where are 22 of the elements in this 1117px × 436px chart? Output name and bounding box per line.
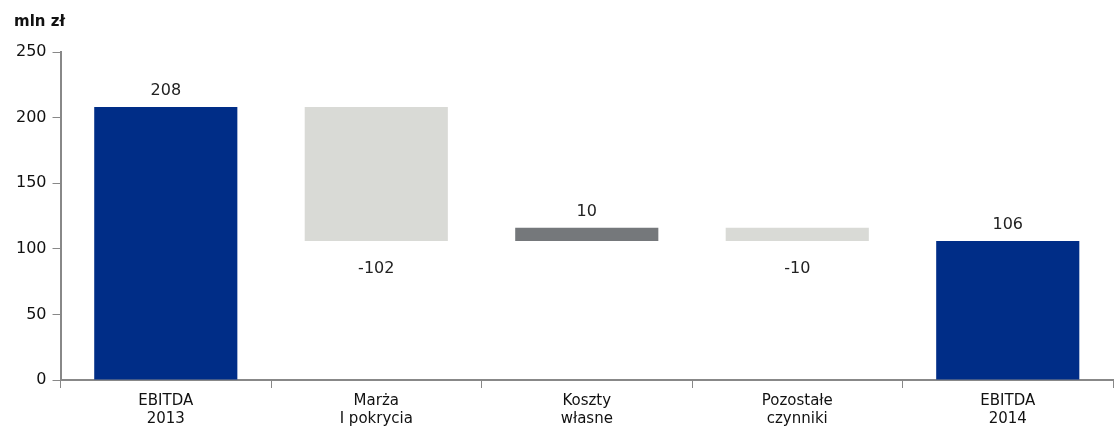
- data-label: 106: [992, 214, 1024, 234]
- y-tick-label: 0: [36, 369, 47, 389]
- bar: [936, 240, 1080, 380]
- y-tick-label: 200: [15, 106, 47, 126]
- data-label: -102: [358, 258, 395, 278]
- bar: [304, 107, 448, 241]
- data-label: -10: [784, 258, 811, 278]
- bar: [515, 227, 659, 241]
- y-tick-label: 150: [15, 172, 47, 192]
- x-tick-label: EBITDA 2013: [138, 390, 194, 427]
- x-tick-label: Pozostałe czynniki: [761, 390, 833, 427]
- x-tick-label: EBITDA 2014: [980, 390, 1036, 427]
- y-tick-label: 50: [26, 303, 47, 323]
- x-tick-label: Koszty własne: [560, 390, 613, 427]
- bar: [94, 107, 238, 380]
- x-tick-label: Marża I pokrycia: [339, 390, 413, 427]
- y-axis-title: mln zł: [14, 11, 66, 30]
- data-label: 208: [150, 80, 182, 100]
- bar: [725, 227, 869, 241]
- y-tick-label: 250: [15, 41, 47, 61]
- y-tick-label: 100: [15, 237, 47, 257]
- data-label: 10: [576, 200, 597, 220]
